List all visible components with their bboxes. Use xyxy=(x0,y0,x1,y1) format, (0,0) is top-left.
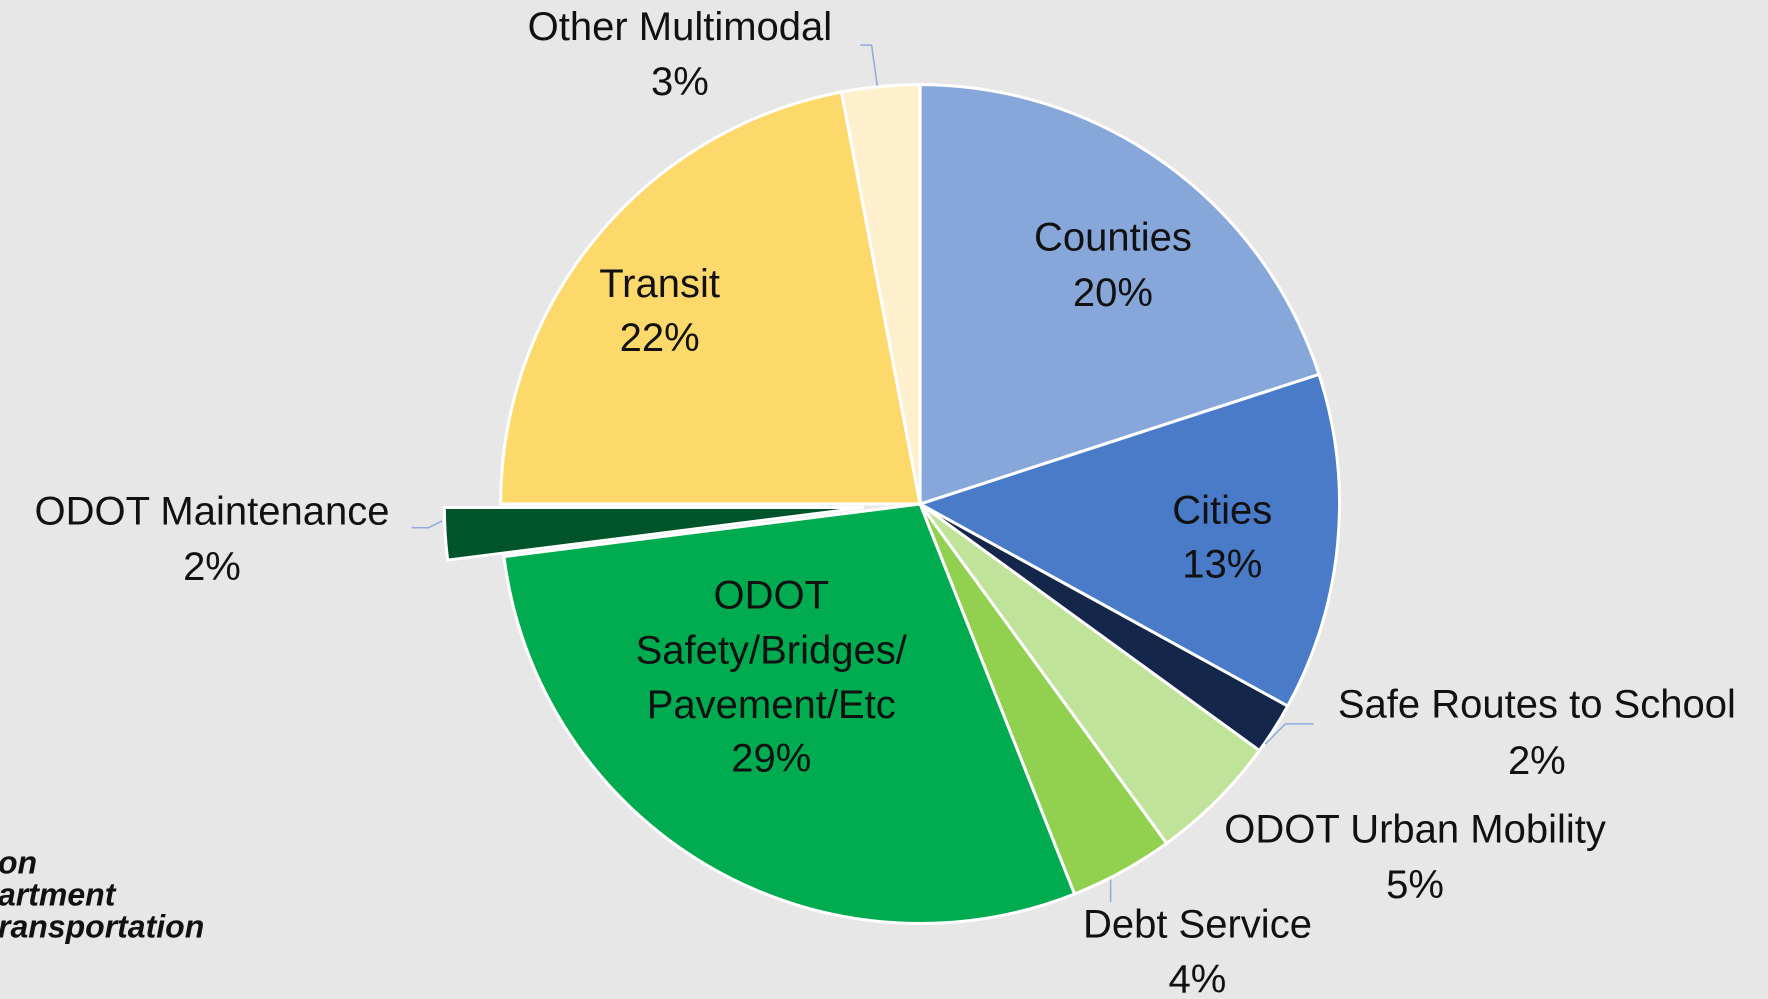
slice-value-label: 5% xyxy=(1386,863,1444,907)
slice-value-label: 22% xyxy=(620,316,700,360)
slice-value-label: 20% xyxy=(1073,271,1153,315)
pie-slice xyxy=(499,90,922,506)
logo-text: ransportation xyxy=(0,908,204,944)
slice-label: ODOT Urban Mobility xyxy=(1224,808,1606,852)
slice-label: ODOT Maintenance xyxy=(34,490,389,534)
pie-slice xyxy=(502,502,1077,925)
slice-label: Other Multimodal xyxy=(528,5,833,49)
slice-label: ODOT Safety/Bridges/Pavement/Etc xyxy=(636,573,908,726)
leader-line xyxy=(860,44,878,86)
slice-label: Safe Routes to School xyxy=(1338,683,1736,727)
logo-text: on xyxy=(0,844,37,880)
leader-line xyxy=(411,520,443,529)
slice-label: Transit xyxy=(599,262,720,306)
pie xyxy=(442,83,1342,925)
pie-slice xyxy=(918,83,1321,507)
logo-text: artment xyxy=(0,876,117,912)
slice-value-label: 2% xyxy=(183,545,241,589)
slice-value-label: 3% xyxy=(651,60,709,104)
slice-value-label: 13% xyxy=(1182,543,1262,587)
slice-value-label: 29% xyxy=(731,737,811,781)
slice-value-label: 4% xyxy=(1169,958,1227,999)
leader-line xyxy=(1264,723,1314,745)
slice-value-label: 2% xyxy=(1508,739,1566,783)
pie-slice xyxy=(442,506,865,562)
pie-slice xyxy=(916,372,1342,709)
slice-label: Debt Service xyxy=(1083,902,1312,946)
slice-label: Counties xyxy=(1034,216,1192,260)
pie-slice xyxy=(839,83,922,505)
slice-label: Cities xyxy=(1172,489,1272,533)
